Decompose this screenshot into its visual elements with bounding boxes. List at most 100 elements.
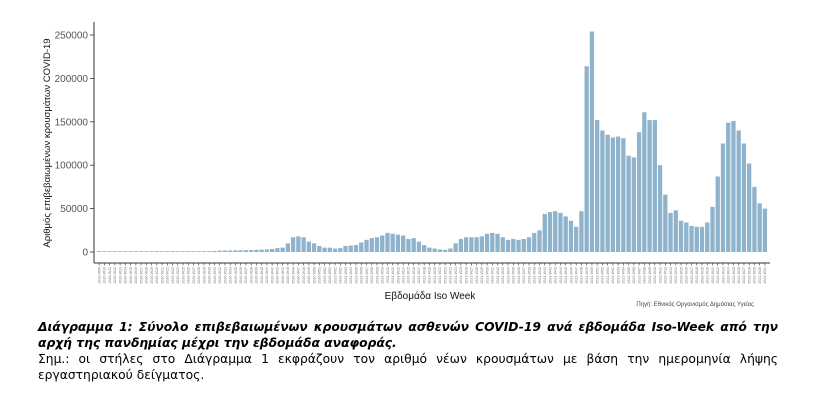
x-tick-label: 2022-W19 <box>700 267 704 284</box>
bar-2022-W04 <box>621 138 626 252</box>
x-tick-label: 2020-W35 <box>234 267 238 284</box>
x-tick-label: 2021-W28 <box>475 267 479 284</box>
x-tick-label: 2022-W11 <box>658 267 662 283</box>
x-tick-label: 2020-W43 <box>276 267 280 284</box>
bar-2022-W01 <box>605 134 610 252</box>
bar-2021-W46 <box>568 220 574 252</box>
bar-2020-W15 <box>128 251 133 252</box>
x-tick-label: 2020-W46 <box>291 267 295 284</box>
x-tick-label: 2020-W31 <box>213 267 217 284</box>
x-tick-label: 2020-W44 <box>281 267 285 284</box>
x-tick-label: 2020-W49 <box>307 267 311 284</box>
x-tick-label: 2022-W25 <box>732 267 736 284</box>
bar-2020-W18 <box>144 251 149 252</box>
bar-2022-W15 <box>678 220 684 252</box>
x-tick-label: 2022-W22 <box>716 267 720 284</box>
x-tick-label: 2020-W47 <box>297 267 301 284</box>
bar-2021-W19 <box>427 247 432 252</box>
x-tick-label: 2020-W14 <box>124 267 128 284</box>
x-tick-label: 2021-W31 <box>491 267 495 284</box>
bar-2022-W03 <box>615 136 621 252</box>
bar-2021-W28 <box>474 237 479 252</box>
bar-2021-W45 <box>563 216 568 252</box>
x-tick-label: 2021-W21 <box>438 267 442 284</box>
x-tick-label: 2020-W30 <box>208 267 212 284</box>
bar-2020-W22 <box>165 251 170 252</box>
bar-2022-W02 <box>610 137 616 252</box>
bar-2020-W23 <box>170 251 175 252</box>
bar-2021-W52 <box>600 130 605 252</box>
bar-2020-W26 <box>186 251 191 252</box>
x-tick-label: 2020-W22 <box>166 267 170 284</box>
x-tick-label: 2022-W30 <box>758 267 762 284</box>
x-tick-label: 2021-W27 <box>470 267 474 284</box>
bar-2020-W50 <box>311 243 317 252</box>
x-tick-label: 2020-W52 <box>323 267 327 284</box>
bar-2020-W53 <box>327 247 332 252</box>
x-tick-label: 2021-W06 <box>360 267 364 284</box>
y-tick-label: 50000 <box>60 204 88 215</box>
bar-2021-W26 <box>463 237 469 252</box>
bar-2020-W36 <box>238 250 243 252</box>
bar-2020-W19 <box>149 251 154 252</box>
x-tick-label: 2020-W20 <box>155 267 159 284</box>
x-tick-label: 2021-W24 <box>454 267 458 284</box>
bar-2020-W09 <box>97 251 102 252</box>
x-tick-label: 2021-W30 <box>485 267 489 284</box>
x-tick-label: 2021-W07 <box>365 267 369 284</box>
bar-2021-W15 <box>406 238 411 252</box>
bar-2020-W29 <box>201 251 207 252</box>
bar-2022-W12 <box>663 194 668 252</box>
bar-2020-W25 <box>180 251 186 252</box>
x-tick-label: 2021-W16 <box>412 267 416 284</box>
x-tick-label: 2020-W42 <box>270 267 274 284</box>
x-tick-label: 2020-W39 <box>255 267 259 284</box>
x-tick-label: 2022-W05 <box>627 267 631 284</box>
bar-2022-W22 <box>715 176 720 252</box>
bar-2021-W14 <box>401 235 406 252</box>
x-tick-label: 2022-W20 <box>706 267 710 284</box>
figure-caption-note: Σημ.: οι στήλες στο Διάγραμμα 1 εκφράζου… <box>38 352 778 382</box>
bar-2021-W29 <box>479 236 484 252</box>
bar-2022-W24 <box>726 122 731 252</box>
bar-2021-W08 <box>369 238 374 252</box>
bar-2020-W17 <box>138 251 144 252</box>
bar-2020-W39 <box>254 249 259 252</box>
x-tick-label: 2021-W42 <box>548 267 552 284</box>
bar-2020-W46 <box>290 237 296 252</box>
x-tick-label: 2022-W29 <box>753 267 757 284</box>
bar-2021-W42 <box>547 212 553 252</box>
bar-2020-W27 <box>191 251 196 252</box>
bar-2022-W10 <box>652 120 657 252</box>
bar-2020-W14 <box>123 251 128 252</box>
bar-2020-W47 <box>296 236 301 252</box>
bar-2021-W25 <box>458 238 464 252</box>
x-tick-label: 2021-W08 <box>370 267 374 284</box>
bar-2021-W02 <box>338 248 343 252</box>
x-tick-label: 2020-W32 <box>218 267 222 284</box>
x-tick-label: 2021-W10 <box>381 267 385 284</box>
bar-2020-W37 <box>243 250 249 252</box>
bar-2020-W51 <box>317 245 322 252</box>
bar-2021-W27 <box>469 237 474 252</box>
x-tick-label: 2020-W12 <box>113 267 117 284</box>
bar-2020-W35 <box>233 250 238 252</box>
source-note: Πηγή: Εθνικός Οργανισμός Δημόσιας Υγείας <box>636 302 754 308</box>
bar-2020-W12 <box>112 251 118 252</box>
x-tick-label: 2022-W17 <box>690 267 694 284</box>
bar-2021-W43 <box>553 211 558 252</box>
bar-2020-W48 <box>301 237 306 252</box>
bar-2021-W36 <box>516 239 521 252</box>
x-tick-label: 2020-W23 <box>171 267 175 284</box>
x-tick-label: 2021-W41 <box>543 267 547 284</box>
bar-2020-W44 <box>280 247 285 252</box>
x-tick-label: 2022-W02 <box>611 267 615 284</box>
bar-2021-W31 <box>490 232 495 252</box>
x-tick-label: 2021-W32 <box>496 267 500 284</box>
x-tick-label: 2021-W01 <box>333 267 337 284</box>
x-tick-label: 2020-W28 <box>197 267 201 284</box>
x-tick-label: 2020-W17 <box>139 267 143 284</box>
x-tick-label: 2021-W12 <box>391 267 395 284</box>
x-tick-label: 2020-W15 <box>129 267 133 284</box>
